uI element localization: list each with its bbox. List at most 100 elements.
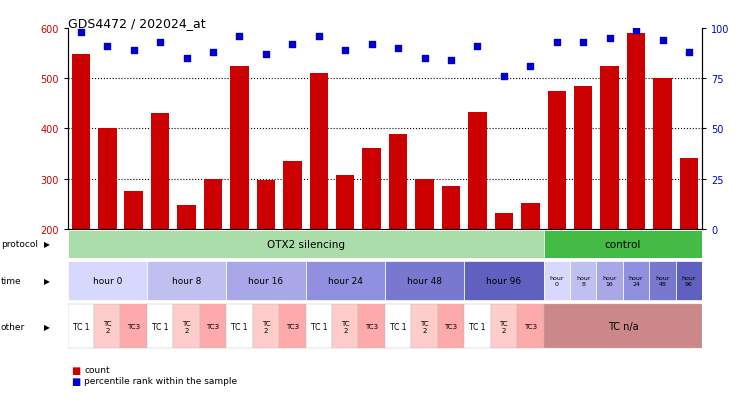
Text: hour 0: hour 0 <box>92 276 122 285</box>
Bar <box>442 187 460 330</box>
Bar <box>521 203 539 330</box>
Point <box>524 64 536 70</box>
Point <box>101 44 113 50</box>
Bar <box>336 175 354 330</box>
Point <box>234 33 246 40</box>
Bar <box>231 66 249 330</box>
Point <box>207 50 219 56</box>
Text: TC 1: TC 1 <box>390 322 406 331</box>
Text: TC3: TC3 <box>365 323 379 329</box>
Bar <box>279 304 306 348</box>
Bar <box>363 149 381 330</box>
Bar <box>680 159 698 330</box>
Bar <box>676 261 702 301</box>
Bar <box>627 34 645 330</box>
Bar <box>147 261 226 301</box>
Text: percentile rank within the sample: percentile rank within the sample <box>84 376 237 385</box>
Bar <box>204 179 222 330</box>
Text: TC 1: TC 1 <box>73 322 89 331</box>
Bar <box>517 304 544 348</box>
Text: hour 8: hour 8 <box>172 276 201 285</box>
Bar <box>226 261 306 301</box>
Bar <box>468 113 487 330</box>
Bar <box>596 261 623 301</box>
Bar <box>385 304 412 348</box>
Point <box>445 58 457 64</box>
Point <box>286 42 298 48</box>
Text: TC n/a: TC n/a <box>608 321 638 331</box>
Text: TC 1: TC 1 <box>152 322 168 331</box>
Text: hour
16: hour 16 <box>602 275 617 286</box>
Bar <box>332 304 358 348</box>
Bar <box>653 79 672 330</box>
Text: other: other <box>1 322 25 331</box>
Point <box>128 47 140 54</box>
Bar <box>200 304 226 348</box>
Text: TC 1: TC 1 <box>231 322 248 331</box>
Bar <box>309 74 328 330</box>
Bar <box>177 205 196 330</box>
Point <box>498 74 510 80</box>
Point <box>75 30 87 36</box>
Point <box>656 38 668 44</box>
Text: protocol: protocol <box>1 240 38 249</box>
Point <box>418 56 430 62</box>
Point <box>339 47 351 54</box>
Text: TC3: TC3 <box>207 323 219 329</box>
Bar <box>600 66 619 330</box>
Bar <box>464 261 544 301</box>
Bar <box>438 304 464 348</box>
Point <box>260 52 272 58</box>
Text: control: control <box>605 239 641 249</box>
Bar <box>68 304 94 348</box>
Text: TC 1: TC 1 <box>310 322 327 331</box>
Text: TC3: TC3 <box>445 323 457 329</box>
Text: hour
8: hour 8 <box>576 275 590 286</box>
Bar <box>389 135 407 330</box>
Text: ■: ■ <box>71 376 80 386</box>
Bar <box>94 304 120 348</box>
Text: hour 48: hour 48 <box>407 276 442 285</box>
Bar <box>623 261 650 301</box>
Text: TC
2: TC 2 <box>341 320 349 333</box>
Text: TC
2: TC 2 <box>499 320 508 333</box>
Point <box>312 33 324 40</box>
Bar <box>415 179 434 330</box>
Bar <box>68 230 544 258</box>
Bar <box>544 261 570 301</box>
Point <box>604 36 616 42</box>
Point <box>472 44 484 50</box>
Text: count: count <box>84 365 110 374</box>
Bar <box>544 230 702 258</box>
Bar <box>252 304 279 348</box>
Text: TC3: TC3 <box>286 323 299 329</box>
Text: ▶: ▶ <box>44 276 50 285</box>
Bar <box>358 304 385 348</box>
Bar <box>306 261 385 301</box>
Text: TC
2: TC 2 <box>261 320 270 333</box>
Bar <box>547 92 566 330</box>
Text: hour 96: hour 96 <box>487 276 521 285</box>
Text: hour
24: hour 24 <box>629 275 644 286</box>
Bar <box>544 304 702 348</box>
Point <box>366 42 378 48</box>
Text: ▶: ▶ <box>44 322 50 331</box>
Text: TC
2: TC 2 <box>421 320 429 333</box>
Bar <box>151 114 170 330</box>
Bar <box>173 304 200 348</box>
Text: hour 24: hour 24 <box>327 276 363 285</box>
Bar <box>120 304 147 348</box>
Point <box>392 45 404 52</box>
Bar <box>412 304 438 348</box>
Point <box>180 56 192 62</box>
Text: TC
2: TC 2 <box>182 320 191 333</box>
Bar <box>98 129 116 330</box>
Point <box>630 28 642 34</box>
Text: GDS4472 / 202024_at: GDS4472 / 202024_at <box>68 17 205 29</box>
Text: TC3: TC3 <box>127 323 140 329</box>
Bar <box>385 261 464 301</box>
Text: hour
0: hour 0 <box>550 275 564 286</box>
Text: ▶: ▶ <box>44 240 50 249</box>
Bar <box>257 180 275 330</box>
Text: TC
2: TC 2 <box>103 320 112 333</box>
